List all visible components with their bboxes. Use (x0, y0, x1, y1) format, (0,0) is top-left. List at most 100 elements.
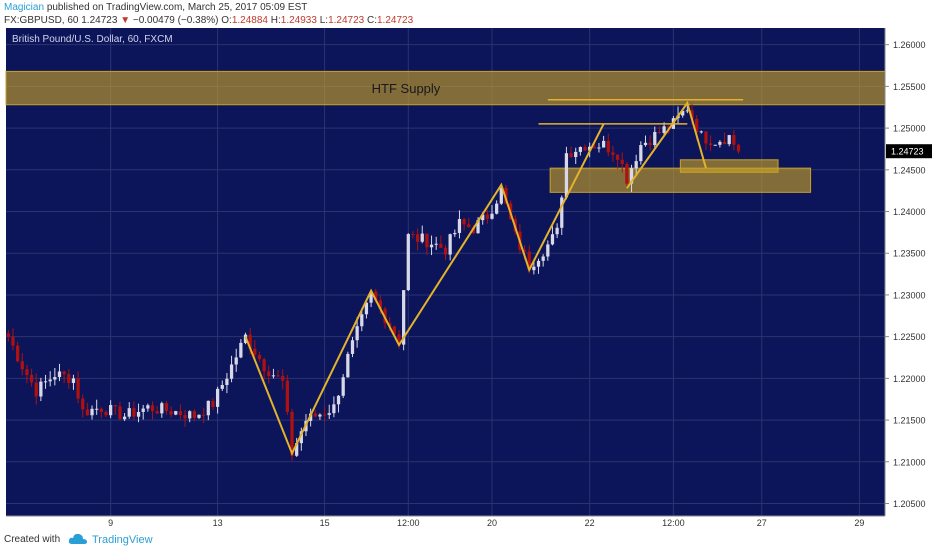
candle-down (285, 380, 290, 412)
candle-up (713, 144, 717, 146)
x-tick-label: 13 (213, 518, 223, 528)
y-tick-label: 1.25500 (893, 82, 926, 92)
candle-up (71, 378, 76, 383)
candle-up (197, 414, 201, 418)
candle-up (429, 244, 434, 248)
candle-down (467, 224, 471, 228)
candle-up (420, 233, 424, 242)
candle-down (462, 219, 466, 225)
author-name[interactable]: Magician (4, 2, 45, 13)
candle-down (178, 411, 183, 416)
last-price: 1.24723 (81, 15, 118, 26)
low-value: 1.24723 (328, 15, 365, 26)
candle-down (76, 378, 80, 399)
candle-up (336, 395, 341, 405)
candle-up (699, 131, 703, 133)
zigzag-pattern-2 (626, 100, 707, 189)
candle-up (574, 151, 578, 158)
x-tick-label: 15 (320, 518, 330, 528)
candle-up (588, 146, 592, 151)
y-tick-label: 1.26000 (893, 40, 926, 50)
y-tick-label: 1.22000 (893, 374, 926, 384)
candle-up (476, 220, 480, 234)
price-chart[interactable]: 1.26000 1.25500 1.25000 1.24500 1.24000 1.235… (0, 28, 932, 528)
candle-down (104, 411, 108, 416)
candle-up (685, 110, 689, 112)
candle-up (662, 126, 666, 133)
candle-down (392, 326, 396, 335)
candle-down (164, 403, 169, 412)
ohlc-readout: FX:GBPUSD, 60 1.24723 ▼ −0.00479 (−0.38%… (4, 15, 413, 26)
y-tick-label: 1.20500 (893, 499, 926, 509)
x-axis: 9 13 15 12:00 20 22 12:00 27 29 (108, 518, 864, 528)
candle-down (485, 214, 489, 219)
candle-up (174, 411, 178, 415)
candle-down (583, 147, 587, 151)
candle-up (457, 219, 462, 233)
candle-down (522, 249, 527, 252)
grid-lines (6, 28, 885, 516)
open-label: O: (221, 15, 232, 26)
candle-down (132, 408, 136, 417)
candle-down (397, 334, 401, 345)
candle-down (625, 163, 629, 184)
publish-info: Magician published on TradingView.com, M… (4, 2, 307, 13)
x-tick-label: 20 (487, 518, 497, 528)
candle-up (555, 227, 559, 235)
candle-down (62, 371, 66, 375)
candle-up (239, 342, 243, 358)
candle-down (695, 118, 699, 133)
candle-up (220, 385, 224, 389)
y-axis-background (885, 28, 932, 528)
candle-down (81, 398, 85, 410)
candle-down (169, 411, 173, 415)
y-tick-label: 1.24500 (893, 165, 926, 175)
tradingview-cloud-icon (68, 532, 88, 549)
y-tick-label: 1.23000 (893, 290, 926, 300)
candle-up (601, 140, 606, 148)
zone-label-htf-supply: HTF Supply (372, 81, 441, 96)
candle-up (550, 234, 555, 245)
candle-down (34, 382, 38, 397)
open-value: 1.24884 (231, 15, 268, 26)
chart-footer: Created with TradingView (0, 528, 932, 550)
candle-up (448, 234, 452, 255)
candle-up (57, 371, 62, 378)
candle-down (611, 152, 615, 155)
tradingview-brand[interactable]: TradingView (92, 534, 153, 546)
candle-up (369, 291, 373, 303)
high-label: H: (270, 15, 281, 26)
candle-up (495, 203, 499, 214)
candle-down (615, 154, 620, 160)
candle-down (155, 411, 159, 414)
x-axis-background (6, 516, 885, 528)
candle-up (434, 243, 438, 245)
demand-zone (679, 159, 779, 173)
candle-down (11, 336, 15, 346)
x-tick-label: 9 (108, 518, 113, 528)
candle-down (657, 131, 662, 133)
candle-down (262, 359, 266, 372)
candle-up (453, 232, 457, 235)
candle-up (136, 411, 141, 417)
candle-down (606, 140, 610, 153)
candle-down (443, 247, 448, 255)
candle-down (736, 144, 741, 152)
candle-up (727, 135, 731, 145)
y-tick-label: 1.22500 (893, 332, 926, 342)
candle-up (532, 266, 536, 271)
candle-up (406, 234, 410, 291)
low-label: L: (319, 15, 329, 26)
candle-down (29, 374, 34, 383)
published-text: published on TradingView.com, March 25, … (46, 2, 308, 13)
candle-up (499, 187, 503, 204)
candle-up (295, 443, 299, 456)
close-label: C: (367, 15, 377, 26)
candle-down (411, 234, 415, 236)
candle-down (313, 413, 317, 417)
candle-up (360, 314, 364, 327)
candle-up (578, 147, 583, 152)
candle-up (146, 405, 150, 409)
candle-down (248, 334, 252, 349)
candle-down (67, 374, 71, 383)
